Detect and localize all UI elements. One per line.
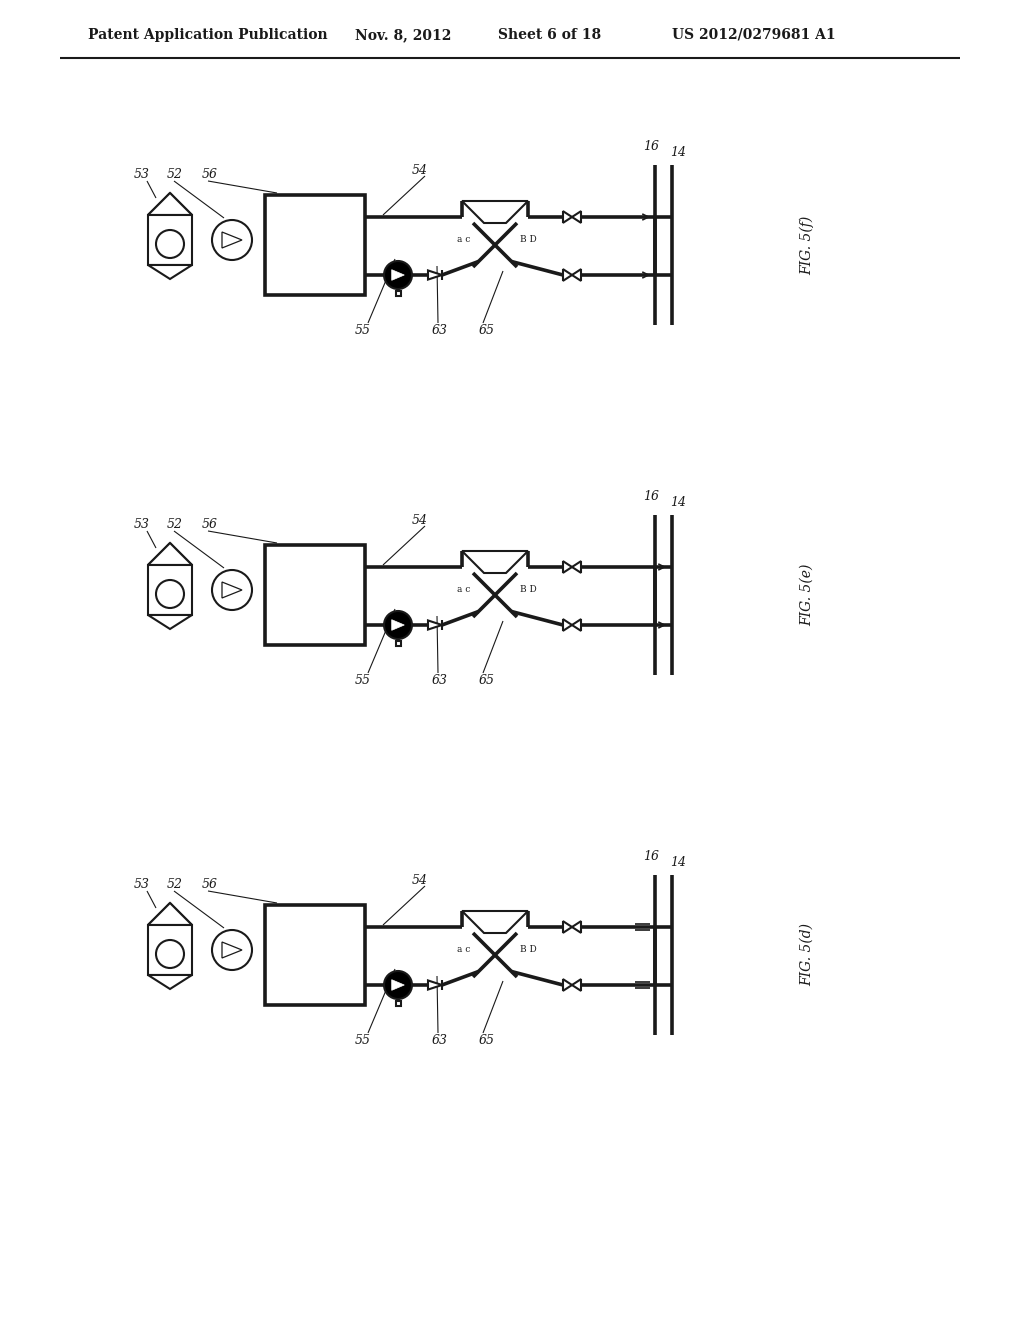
Text: 14: 14 — [670, 857, 686, 870]
Polygon shape — [148, 265, 193, 279]
Text: 55: 55 — [355, 1034, 371, 1047]
Bar — [265, 195, 365, 294]
Text: 54: 54 — [412, 164, 428, 177]
Text: 53: 53 — [134, 879, 150, 891]
Circle shape — [212, 220, 252, 260]
Polygon shape — [222, 942, 242, 958]
Bar — [265, 545, 365, 645]
Polygon shape — [563, 269, 581, 281]
Text: 52: 52 — [167, 169, 183, 181]
Text: a c: a c — [457, 586, 470, 594]
Bar — [395, 290, 400, 296]
Polygon shape — [222, 582, 242, 598]
Text: 16: 16 — [643, 850, 659, 863]
Polygon shape — [148, 543, 193, 565]
Polygon shape — [462, 201, 528, 223]
Text: 65: 65 — [479, 323, 495, 337]
Text: 56: 56 — [202, 169, 218, 181]
Bar — [395, 642, 400, 645]
Text: 55: 55 — [355, 673, 371, 686]
Circle shape — [212, 570, 252, 610]
Polygon shape — [462, 550, 528, 573]
Text: 16: 16 — [643, 491, 659, 503]
Text: 52: 52 — [167, 879, 183, 891]
Text: 53: 53 — [134, 519, 150, 532]
Text: 56: 56 — [202, 519, 218, 532]
Polygon shape — [148, 975, 193, 989]
Circle shape — [156, 230, 184, 257]
Text: FIG. 5(d): FIG. 5(d) — [800, 924, 814, 986]
Text: B D: B D — [520, 235, 537, 244]
Text: a c: a c — [457, 945, 470, 954]
Bar — [148, 565, 193, 615]
Polygon shape — [563, 979, 581, 991]
Text: 14: 14 — [670, 496, 686, 510]
Circle shape — [384, 972, 412, 999]
Text: 56: 56 — [202, 879, 218, 891]
Polygon shape — [392, 269, 404, 280]
Circle shape — [156, 579, 184, 609]
Polygon shape — [563, 921, 581, 933]
Polygon shape — [462, 911, 528, 933]
Text: 54: 54 — [412, 874, 428, 887]
Text: B D: B D — [520, 586, 537, 594]
Circle shape — [156, 940, 184, 968]
Text: 54: 54 — [412, 513, 428, 527]
Polygon shape — [222, 232, 242, 248]
Text: 14: 14 — [670, 147, 686, 160]
Text: 63: 63 — [432, 323, 449, 337]
Bar — [148, 925, 193, 975]
Text: Sheet 6 of 18: Sheet 6 of 18 — [498, 28, 601, 42]
Text: 16: 16 — [643, 140, 659, 153]
Text: 65: 65 — [479, 673, 495, 686]
Polygon shape — [392, 979, 404, 990]
Text: US 2012/0279681 A1: US 2012/0279681 A1 — [672, 28, 836, 42]
Bar — [148, 215, 193, 265]
Text: FIG. 5(e): FIG. 5(e) — [800, 564, 814, 626]
Circle shape — [384, 611, 412, 639]
Text: FIG. 5(f): FIG. 5(f) — [800, 215, 814, 275]
Text: 55: 55 — [355, 323, 371, 337]
Circle shape — [212, 931, 252, 970]
Text: 63: 63 — [432, 1034, 449, 1047]
Bar — [265, 906, 365, 1005]
Polygon shape — [563, 561, 581, 573]
Circle shape — [384, 261, 412, 289]
Polygon shape — [148, 193, 193, 215]
Text: 52: 52 — [167, 519, 183, 532]
Text: Patent Application Publication: Patent Application Publication — [88, 28, 328, 42]
Text: 53: 53 — [134, 169, 150, 181]
Polygon shape — [428, 981, 442, 990]
Text: B D: B D — [520, 945, 537, 954]
Text: 63: 63 — [432, 673, 449, 686]
Text: Nov. 8, 2012: Nov. 8, 2012 — [355, 28, 452, 42]
Polygon shape — [563, 619, 581, 631]
Polygon shape — [148, 615, 193, 630]
Polygon shape — [563, 211, 581, 223]
Polygon shape — [148, 903, 193, 925]
Polygon shape — [428, 271, 442, 280]
Text: 65: 65 — [479, 1034, 495, 1047]
Bar — [395, 1001, 400, 1006]
Text: a c: a c — [457, 235, 470, 244]
Polygon shape — [392, 619, 404, 631]
Polygon shape — [428, 620, 442, 630]
